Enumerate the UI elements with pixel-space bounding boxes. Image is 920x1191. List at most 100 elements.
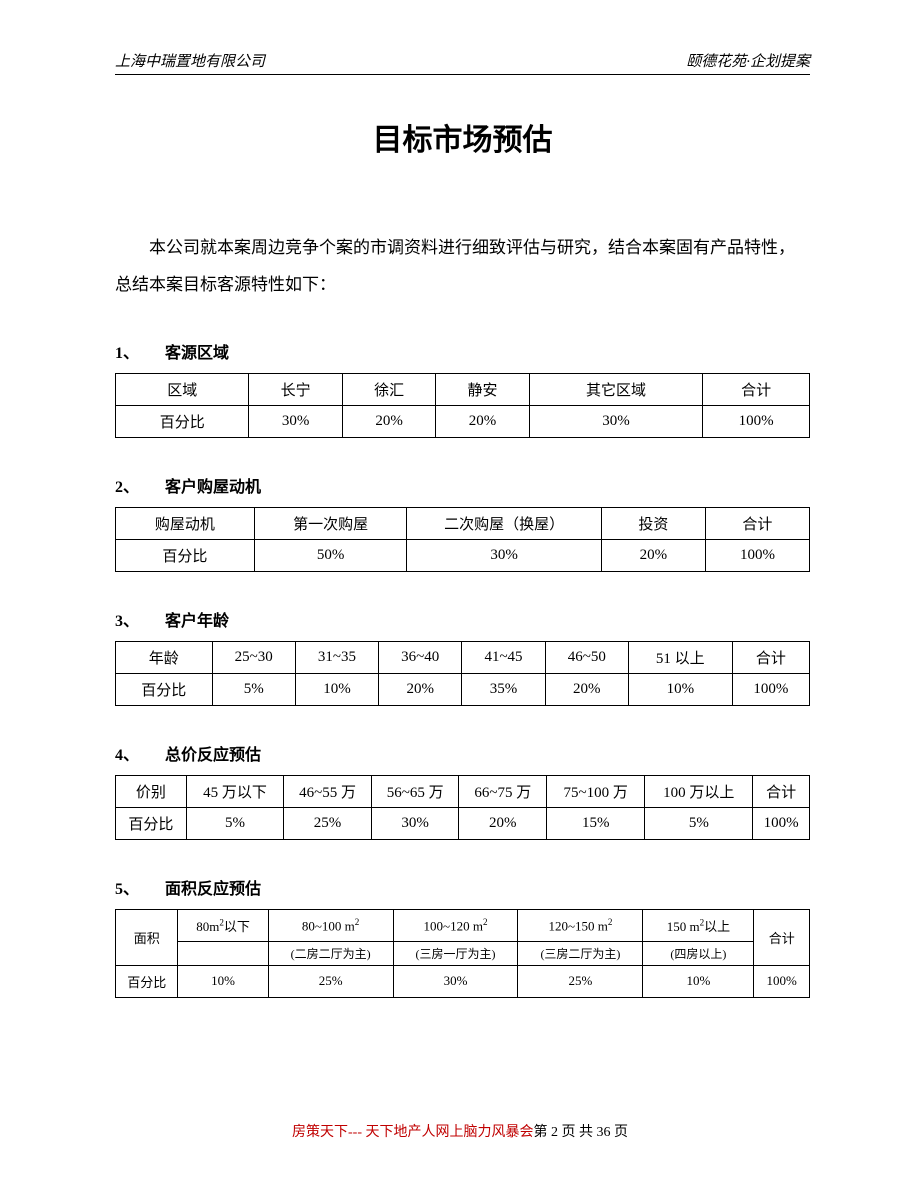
table-cell: 15%: [547, 807, 645, 839]
table-cell: 100%: [732, 673, 809, 705]
table-header-cell: 25~30: [212, 641, 295, 673]
page-title: 目标市场预估: [115, 115, 810, 159]
table-header-cell: 合计: [703, 373, 810, 405]
section-label: 客户购屋动机: [165, 479, 261, 496]
table-header-cell: 面积: [116, 909, 178, 965]
section-label: 客源区域: [165, 345, 229, 362]
table-header-cell: 56~65 万: [371, 775, 459, 807]
table-header-cell: 合计: [705, 507, 809, 539]
table-header-cell: 购屋动机: [116, 507, 255, 539]
table-cell: 100%: [705, 539, 809, 571]
table-header-cell: 80m2以下: [178, 909, 268, 941]
table-row: 百分比 30% 20% 20% 30% 100%: [116, 405, 810, 437]
header-left: 上海中瑞置地有限公司: [115, 50, 265, 71]
table-header-cell: 66~75 万: [459, 775, 547, 807]
table-cell: 100%: [753, 807, 810, 839]
table-row: 面积 80m2以下 80~100 m2 100~120 m2 120~150 m…: [116, 909, 810, 941]
section-label: 总价反应预估: [165, 747, 261, 764]
table-cell: 30%: [249, 405, 342, 437]
table-cell: 5%: [186, 807, 283, 839]
table-cell: (四房以上): [643, 941, 754, 965]
table-price: 价别 45 万以下 46~55 万 56~65 万 66~75 万 75~100…: [115, 775, 810, 840]
page-content: 上海中瑞置地有限公司 颐德花苑·企划提案 目标市场预估 本公司就本案周边竞争个案…: [0, 0, 920, 998]
table-cell: 百分比: [116, 673, 213, 705]
table-age: 年龄 25~30 31~35 36~40 41~45 46~50 51 以上 合…: [115, 641, 810, 706]
table-header-cell: 区域: [116, 373, 249, 405]
table-cell: 100%: [754, 965, 810, 997]
table-header-cell: 投资: [601, 507, 705, 539]
table-row: 百分比 50% 30% 20% 100%: [116, 539, 810, 571]
table-row: 百分比 10% 25% 30% 25% 10% 100%: [116, 965, 810, 997]
table-header-cell: 第一次购屋: [254, 507, 407, 539]
table-header-cell: 合计: [754, 909, 810, 965]
table-cell: 20%: [459, 807, 547, 839]
table-cell: 25%: [268, 965, 393, 997]
footer-page-number: 第 2 页 共 36 页: [534, 1125, 629, 1140]
section-label: 客户年龄: [165, 613, 229, 630]
table-cell: 5%: [645, 807, 753, 839]
section-num: 2、: [115, 473, 165, 497]
table-cell: 百分比: [116, 405, 249, 437]
table-cell: (三房二厅为主): [518, 941, 643, 965]
table-cell: 30%: [371, 807, 459, 839]
section-1-heading: 1、客源区域: [115, 339, 810, 363]
section-4-heading: 4、总价反应预估: [115, 741, 810, 765]
table-cell: 35%: [462, 673, 545, 705]
table-header-cell: 100 万以上: [645, 775, 753, 807]
table-header-cell: 46~55 万: [284, 775, 372, 807]
page-footer: 房策天下--- 天下地产人网上脑力风暴会第 2 页 共 36 页: [0, 1121, 920, 1141]
section-num: 3、: [115, 607, 165, 631]
table-header-cell: 46~50: [545, 641, 628, 673]
section-label: 面积反应预估: [165, 881, 261, 898]
table-cell: 5%: [212, 673, 295, 705]
table-cell: [178, 941, 268, 965]
table-header-cell: 徐汇: [342, 373, 435, 405]
table-header-cell: 120~150 m2: [518, 909, 643, 941]
page-header: 上海中瑞置地有限公司 颐德花苑·企划提案: [115, 50, 810, 75]
table-cell: 20%: [379, 673, 462, 705]
table-header-cell: 长宁: [249, 373, 342, 405]
table-header-cell: 41~45: [462, 641, 545, 673]
table-header-cell: 价别: [116, 775, 187, 807]
table-cell: 20%: [342, 405, 435, 437]
table-cell: 百分比: [116, 539, 255, 571]
table-header-cell: 合计: [732, 641, 809, 673]
table-cell: 10%: [178, 965, 268, 997]
section-3-heading: 3、客户年龄: [115, 607, 810, 631]
table-cell: 30%: [393, 965, 518, 997]
table-row: 百分比 5% 25% 30% 20% 15% 5% 100%: [116, 807, 810, 839]
table-header-cell: 100~120 m2: [393, 909, 518, 941]
table-cell: (二房二厅为主): [268, 941, 393, 965]
table-header-cell: 51 以上: [628, 641, 732, 673]
table-header-cell: 静安: [436, 373, 529, 405]
table-row: 区域 长宁 徐汇 静安 其它区域 合计: [116, 373, 810, 405]
table-cell: 25%: [284, 807, 372, 839]
table-header-cell: 二次购屋（换屋）: [407, 507, 601, 539]
header-right: 颐德花苑·企划提案: [686, 50, 810, 71]
table-row: 购屋动机 第一次购屋 二次购屋（换屋） 投资 合计: [116, 507, 810, 539]
table-header-cell: 45 万以下: [186, 775, 283, 807]
table-row: 年龄 25~30 31~35 36~40 41~45 46~50 51 以上 合…: [116, 641, 810, 673]
table-cell: 30%: [529, 405, 702, 437]
table-cell: 10%: [628, 673, 732, 705]
table-cell: 百分比: [116, 807, 187, 839]
table-header-cell: 其它区域: [529, 373, 702, 405]
section-2-heading: 2、客户购屋动机: [115, 473, 810, 497]
table-row: (二房二厅为主) (三房一厅为主) (三房二厅为主) (四房以上): [116, 941, 810, 965]
table-area: 面积 80m2以下 80~100 m2 100~120 m2 120~150 m…: [115, 909, 810, 998]
table-cell: 百分比: [116, 965, 178, 997]
table-header-cell: 合计: [753, 775, 810, 807]
table-cell: 20%: [601, 539, 705, 571]
table-cell: 30%: [407, 539, 601, 571]
table-header-cell: 31~35: [295, 641, 378, 673]
table-cell: 20%: [545, 673, 628, 705]
section-5-heading: 5、面积反应预估: [115, 875, 810, 899]
table-motivation: 购屋动机 第一次购屋 二次购屋（换屋） 投资 合计 百分比 50% 30% 20…: [115, 507, 810, 572]
table-cell: 50%: [254, 539, 407, 571]
section-num: 5、: [115, 875, 165, 899]
table-cell: 100%: [703, 405, 810, 437]
table-cell: 10%: [295, 673, 378, 705]
table-cell: 10%: [643, 965, 754, 997]
footer-red-text: 房策天下--- 天下地产人网上脑力风暴会: [292, 1125, 534, 1140]
section-num: 4、: [115, 741, 165, 765]
